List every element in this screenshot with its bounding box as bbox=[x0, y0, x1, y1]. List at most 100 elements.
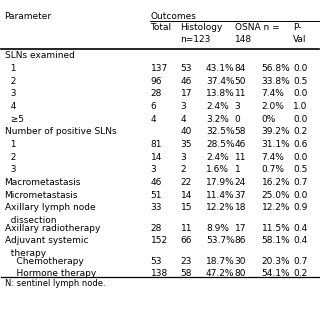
Text: 30: 30 bbox=[235, 257, 246, 266]
Text: 33.8%: 33.8% bbox=[261, 76, 290, 85]
Text: 2: 2 bbox=[180, 165, 186, 174]
Text: 0.7%: 0.7% bbox=[261, 165, 284, 174]
Text: 1.0: 1.0 bbox=[293, 102, 308, 111]
Text: 0.0: 0.0 bbox=[293, 191, 308, 200]
Text: 80: 80 bbox=[235, 269, 246, 278]
Text: Axillary lymph node: Axillary lymph node bbox=[4, 204, 95, 212]
Text: 2: 2 bbox=[4, 76, 16, 85]
Text: 14: 14 bbox=[150, 153, 162, 162]
Text: Number of positive SLNs: Number of positive SLNs bbox=[4, 127, 116, 136]
Text: N: sentinel lymph node.: N: sentinel lymph node. bbox=[4, 279, 105, 288]
Text: 53: 53 bbox=[180, 64, 192, 73]
Text: 0.0: 0.0 bbox=[293, 89, 308, 98]
Text: 3: 3 bbox=[150, 165, 156, 174]
Text: 0%: 0% bbox=[261, 115, 276, 124]
Text: 28: 28 bbox=[150, 89, 162, 98]
Text: 43.1%: 43.1% bbox=[206, 64, 235, 73]
Text: 40: 40 bbox=[180, 127, 192, 136]
Text: 18.7%: 18.7% bbox=[206, 257, 235, 266]
Text: 3.2%: 3.2% bbox=[206, 115, 229, 124]
Text: 33: 33 bbox=[150, 204, 162, 212]
Text: Parameter: Parameter bbox=[4, 12, 52, 21]
Text: 137: 137 bbox=[150, 64, 168, 73]
Text: 11.5%: 11.5% bbox=[261, 224, 290, 233]
Text: therapy: therapy bbox=[4, 249, 46, 258]
Text: 0.0: 0.0 bbox=[293, 115, 308, 124]
Text: 25.0%: 25.0% bbox=[261, 191, 290, 200]
Text: 152: 152 bbox=[150, 236, 168, 245]
Text: 4: 4 bbox=[4, 102, 16, 111]
Text: 35: 35 bbox=[180, 140, 192, 149]
Text: 0.7: 0.7 bbox=[293, 178, 308, 187]
Text: 16.2%: 16.2% bbox=[261, 178, 290, 187]
Text: 84: 84 bbox=[235, 64, 246, 73]
Text: 81: 81 bbox=[150, 140, 162, 149]
Text: 7.4%: 7.4% bbox=[261, 153, 284, 162]
Text: 1: 1 bbox=[235, 165, 240, 174]
Text: 2.4%: 2.4% bbox=[206, 153, 229, 162]
Text: 3: 3 bbox=[180, 102, 186, 111]
Text: 0.5: 0.5 bbox=[293, 76, 308, 85]
Text: 138: 138 bbox=[150, 269, 168, 278]
Text: 46: 46 bbox=[235, 140, 246, 149]
Text: 58: 58 bbox=[180, 269, 192, 278]
Text: Histology: Histology bbox=[180, 23, 223, 32]
Text: Total: Total bbox=[150, 23, 172, 32]
Text: 50: 50 bbox=[235, 76, 246, 85]
Text: 13.8%: 13.8% bbox=[206, 89, 235, 98]
Text: Micrometastasis: Micrometastasis bbox=[4, 191, 78, 200]
Text: 17: 17 bbox=[180, 89, 192, 98]
Text: 0.2: 0.2 bbox=[293, 127, 308, 136]
Text: 0.7: 0.7 bbox=[293, 257, 308, 266]
Text: 39.2%: 39.2% bbox=[261, 127, 290, 136]
Text: 20.3%: 20.3% bbox=[261, 257, 290, 266]
Text: 28: 28 bbox=[150, 224, 162, 233]
Text: 46: 46 bbox=[180, 76, 192, 85]
Text: 54.1%: 54.1% bbox=[261, 269, 290, 278]
Text: 37: 37 bbox=[235, 191, 246, 200]
Text: 3: 3 bbox=[4, 165, 16, 174]
Text: 12.2%: 12.2% bbox=[206, 204, 235, 212]
Text: 4: 4 bbox=[180, 115, 186, 124]
Text: SLNs examined: SLNs examined bbox=[4, 51, 75, 60]
Text: 11.4%: 11.4% bbox=[206, 191, 235, 200]
Text: 3: 3 bbox=[4, 89, 16, 98]
Text: 1.6%: 1.6% bbox=[206, 165, 229, 174]
Text: 58: 58 bbox=[235, 127, 246, 136]
Text: 0.6: 0.6 bbox=[293, 140, 308, 149]
Text: 15: 15 bbox=[180, 204, 192, 212]
Text: 22: 22 bbox=[180, 178, 192, 187]
Text: 66: 66 bbox=[180, 236, 192, 245]
Text: 3: 3 bbox=[180, 153, 186, 162]
Text: 6: 6 bbox=[150, 102, 156, 111]
Text: 2.4%: 2.4% bbox=[206, 102, 229, 111]
Text: 0: 0 bbox=[235, 115, 240, 124]
Text: 1: 1 bbox=[4, 64, 16, 73]
Text: 0.9: 0.9 bbox=[293, 204, 308, 212]
Text: 37.4%: 37.4% bbox=[206, 76, 235, 85]
Text: 0.0: 0.0 bbox=[293, 64, 308, 73]
Text: 0.4: 0.4 bbox=[293, 236, 308, 245]
Text: 11: 11 bbox=[235, 153, 246, 162]
Text: 148: 148 bbox=[235, 35, 252, 44]
Text: ≥5: ≥5 bbox=[4, 115, 24, 124]
Text: 2.0%: 2.0% bbox=[261, 102, 284, 111]
Text: 2: 2 bbox=[4, 153, 16, 162]
Text: Hormone therapy: Hormone therapy bbox=[4, 269, 96, 278]
Text: 96: 96 bbox=[150, 76, 162, 85]
Text: 24: 24 bbox=[235, 178, 246, 187]
Text: 58.1%: 58.1% bbox=[261, 236, 290, 245]
Text: 31.1%: 31.1% bbox=[261, 140, 290, 149]
Text: 23: 23 bbox=[180, 257, 192, 266]
Text: 4: 4 bbox=[150, 115, 156, 124]
Text: Outcomes: Outcomes bbox=[150, 12, 196, 21]
Text: 18: 18 bbox=[235, 204, 246, 212]
Text: 32.5%: 32.5% bbox=[206, 127, 235, 136]
Text: 3: 3 bbox=[235, 102, 240, 111]
Text: 86: 86 bbox=[235, 236, 246, 245]
Text: 0.5: 0.5 bbox=[293, 165, 308, 174]
Text: 56.8%: 56.8% bbox=[261, 64, 290, 73]
Text: 53: 53 bbox=[150, 257, 162, 266]
Text: 7.4%: 7.4% bbox=[261, 89, 284, 98]
Text: 0.0: 0.0 bbox=[293, 153, 308, 162]
